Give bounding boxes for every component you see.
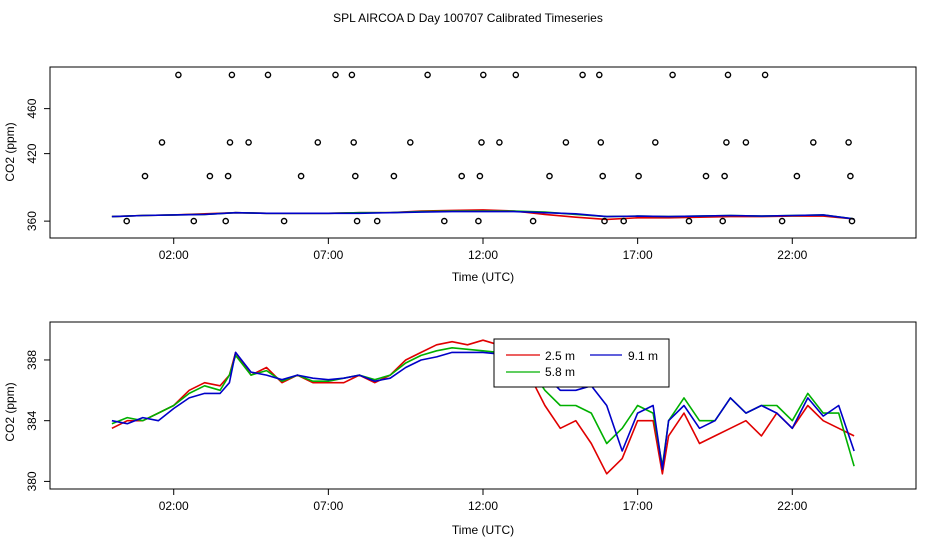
series-lines-top <box>111 209 855 221</box>
y-tick-label: 388 <box>25 350 39 370</box>
calibration-point <box>314 139 322 146</box>
calibration-point <box>353 217 361 225</box>
x-tick-label: 22:00 <box>777 499 807 513</box>
calibration-point <box>761 71 769 79</box>
series-line <box>111 210 855 220</box>
calibration-point <box>351 172 359 180</box>
calibration-point <box>424 71 431 79</box>
legend-label-2-5m: 2.5 m <box>545 349 575 363</box>
calibration-point <box>601 217 608 225</box>
calibration-point <box>669 71 676 79</box>
y-axis-bottom: 380 384 388 <box>25 350 50 491</box>
calibration-point <box>599 172 607 180</box>
legend-label-5-8m: 5.8 m <box>545 365 575 379</box>
calibration-point <box>478 139 485 146</box>
calibration-point <box>597 139 605 146</box>
calibration-point <box>348 71 356 79</box>
y-axis-label-bottom: CO2 (ppm) <box>3 382 17 441</box>
x-tick-label: 22:00 <box>777 248 807 262</box>
calibration-point <box>390 172 398 180</box>
x-tick-label: 02:00 <box>159 248 189 262</box>
calibration-point <box>847 172 854 180</box>
calibration-point <box>652 139 659 146</box>
calibration-point <box>228 71 236 79</box>
calibration-point <box>141 172 149 180</box>
y-axis-top: 360 420 460 <box>25 98 50 231</box>
x-tick-label: 17:00 <box>623 499 653 513</box>
series-line <box>111 351 855 471</box>
calibration-point <box>620 217 628 225</box>
legend-box <box>493 338 670 388</box>
legend-label-9-1m: 9.1 m <box>628 349 658 363</box>
calibration-point <box>222 217 229 225</box>
x-axis-bottom: 02:00 07:00 12:00 17:00 22:00 <box>159 489 808 513</box>
calibration-point <box>721 172 728 180</box>
calibration-point <box>845 139 852 146</box>
calibration-point <box>190 217 198 225</box>
calibration-point <box>579 71 586 79</box>
calibration-point <box>350 139 358 146</box>
calibration-point <box>562 139 570 146</box>
x-tick-label: 07:00 <box>313 499 343 513</box>
series-line <box>111 346 855 468</box>
calibration-point <box>280 217 288 225</box>
chart-title: SPL AIRCOA D Day 100707 Calibrated Times… <box>333 11 603 25</box>
calibration-point <box>529 217 537 225</box>
x-tick-label: 07:00 <box>313 248 343 262</box>
calibration-point <box>635 172 642 180</box>
calibration-point <box>723 139 730 146</box>
y-tick-label: 420 <box>25 143 39 163</box>
y-tick-label: 380 <box>25 471 39 491</box>
calibration-point <box>512 71 520 79</box>
calibration-point <box>206 172 214 180</box>
calibration-point <box>496 139 503 146</box>
calibration-point <box>226 139 234 146</box>
calibration-point <box>778 217 786 225</box>
x-tick-label: 12:00 <box>468 499 498 513</box>
calibration-point <box>332 71 339 79</box>
x-axis-label-bottom: Time (UTC) <box>452 523 514 537</box>
calibration-point <box>245 139 252 146</box>
x-tick-label: 17:00 <box>623 248 653 262</box>
calibration-point <box>373 217 381 225</box>
y-axis-label-top: CO2 (ppm) <box>3 122 17 181</box>
y-tick-label: 360 <box>25 211 39 231</box>
calibration-point <box>264 71 272 79</box>
calibration-point <box>848 217 856 225</box>
calibration-point <box>742 139 750 146</box>
series-line <box>111 339 855 475</box>
calibration-point <box>719 217 727 225</box>
calibration-point <box>406 139 414 146</box>
calibration-point <box>793 172 801 180</box>
calibration-points <box>123 71 856 225</box>
calibration-point <box>810 139 817 146</box>
x-tick-label: 12:00 <box>468 248 498 262</box>
calibration-point <box>440 217 448 225</box>
calibration-point <box>702 172 710 180</box>
series-lines-bottom <box>111 339 855 475</box>
x-axis-top: 02:00 07:00 12:00 17:00 22:00 <box>159 238 808 262</box>
panel-top: 02:00 07:00 12:00 17:00 22:00 360 420 460 Time… <box>3 66 917 284</box>
calibration-point <box>224 172 232 180</box>
calibration-point <box>546 172 553 180</box>
plot-frame-bottom <box>49 321 917 490</box>
calibration-point <box>685 217 693 225</box>
calibration-point <box>475 217 482 225</box>
panel-bottom: 02:00 07:00 12:00 17:00 22:00 380 384 388 Time… <box>3 321 917 537</box>
calibration-point <box>479 71 487 79</box>
calibration-point <box>297 172 305 180</box>
calibration-point <box>596 71 603 79</box>
calibration-point <box>123 217 130 225</box>
x-tick-label: 02:00 <box>159 499 189 513</box>
y-tick-label: 384 <box>25 410 39 430</box>
calibration-point <box>476 172 484 180</box>
calibration-point <box>158 139 166 146</box>
calibration-point <box>724 71 732 79</box>
calibration-point <box>458 172 466 180</box>
x-axis-label-top: Time (UTC) <box>452 270 514 284</box>
y-tick-label: 460 <box>25 98 39 118</box>
calibration-point <box>175 71 182 79</box>
legend: 2.5 m 9.1 m 5.8 m <box>493 338 670 388</box>
